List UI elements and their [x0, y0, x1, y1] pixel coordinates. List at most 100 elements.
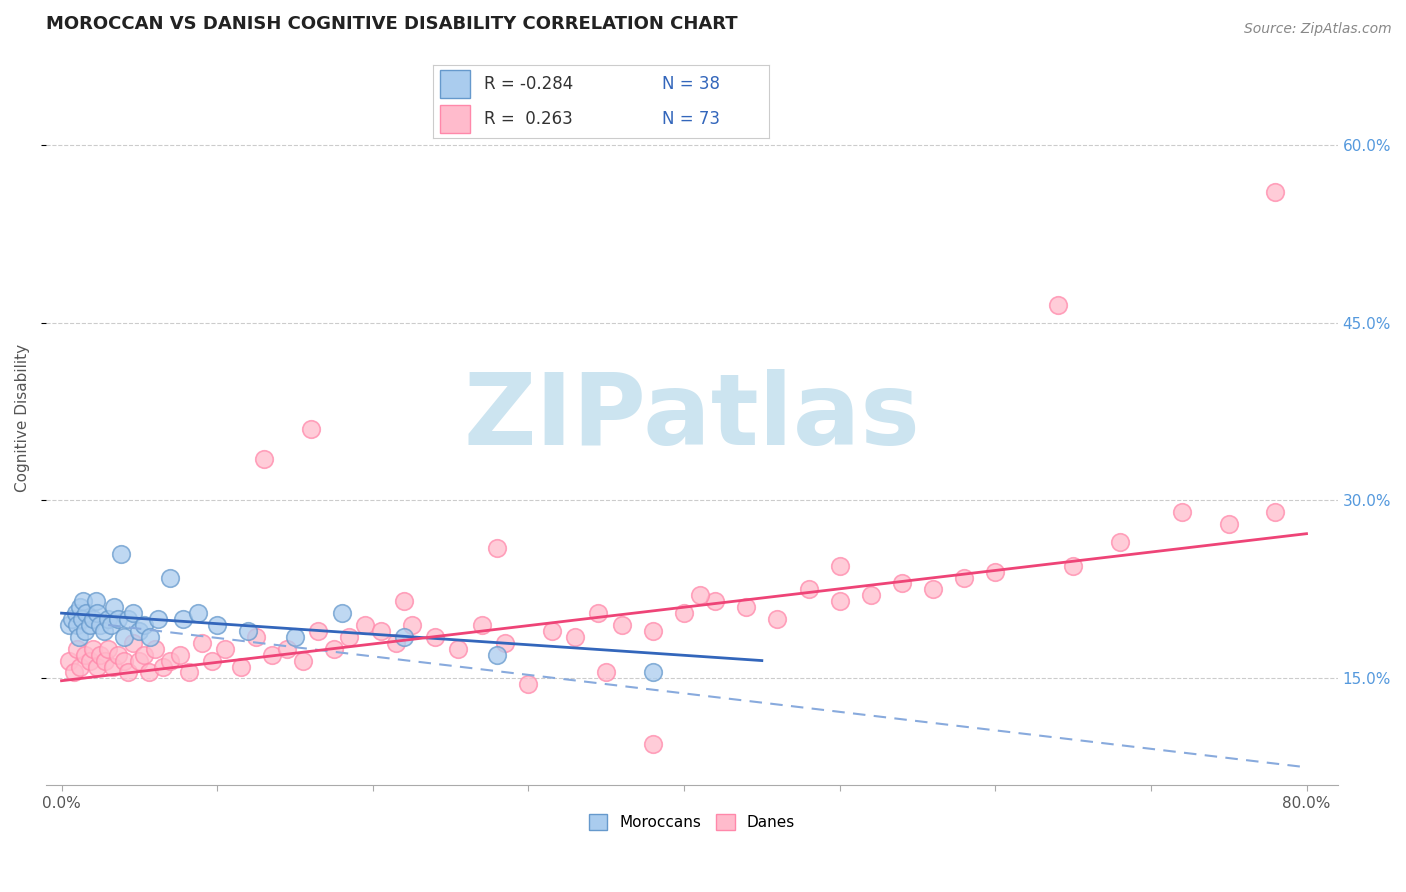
Point: [58, 618, 80, 632]
Point: [890, 576, 912, 591]
Point: [291, 654, 314, 668]
Point: [93, 624, 115, 638]
Point: [72, 594, 94, 608]
Point: [330, 606, 353, 620]
Point: [276, 641, 298, 656]
Point: [94, 654, 117, 668]
Text: ZIPatlas: ZIPatlas: [464, 369, 921, 466]
Point: [766, 612, 789, 626]
Point: [392, 630, 415, 644]
Point: [112, 630, 135, 644]
Point: [75, 606, 97, 620]
Point: [284, 630, 307, 644]
Point: [339, 630, 361, 644]
Point: [735, 600, 758, 615]
Point: [82, 612, 104, 626]
Point: [89, 648, 111, 662]
Point: [588, 606, 610, 620]
Point: [103, 600, 125, 615]
Point: [67, 630, 90, 644]
Point: [107, 612, 129, 626]
Point: [187, 606, 209, 620]
Point: [401, 618, 423, 632]
Point: [253, 452, 276, 467]
Point: [117, 612, 139, 626]
Point: [190, 636, 212, 650]
Point: [673, 606, 696, 620]
Point: [159, 654, 181, 668]
Point: [354, 618, 377, 632]
Point: [79, 654, 101, 668]
Point: [689, 588, 711, 602]
Point: [595, 665, 617, 680]
Point: [641, 624, 664, 638]
Point: [73, 624, 96, 638]
Point: [641, 665, 664, 680]
Point: [1218, 517, 1240, 532]
Text: Source: ZipAtlas.com: Source: ZipAtlas.com: [1244, 22, 1392, 37]
Point: [704, 594, 727, 608]
Point: [1264, 505, 1286, 519]
Point: [423, 630, 446, 644]
Point: [152, 659, 174, 673]
Point: [486, 648, 509, 662]
Point: [122, 606, 145, 620]
Point: [471, 618, 494, 632]
Point: [179, 665, 201, 680]
Point: [86, 659, 108, 673]
Point: [65, 606, 87, 620]
Point: [859, 588, 882, 602]
Point: [66, 618, 89, 632]
Point: [62, 612, 84, 626]
Point: [97, 641, 120, 656]
Point: [610, 618, 633, 632]
Point: [1062, 558, 1084, 573]
Point: [143, 641, 166, 656]
Point: [564, 630, 586, 644]
Point: [486, 541, 509, 555]
Point: [299, 422, 322, 436]
Text: MOROCCAN VS DANISH COGNITIVE DISABILITY CORRELATION CHART: MOROCCAN VS DANISH COGNITIVE DISABILITY …: [46, 15, 738, 33]
Point: [1108, 535, 1130, 549]
Point: [517, 677, 540, 691]
Point: [63, 665, 86, 680]
Point: [117, 665, 139, 680]
Point: [66, 641, 89, 656]
Point: [953, 570, 976, 584]
Point: [1046, 298, 1069, 312]
Point: [70, 612, 93, 626]
Point: [392, 594, 415, 608]
Point: [494, 636, 516, 650]
Point: [84, 594, 107, 608]
Point: [110, 547, 132, 561]
Point: [132, 648, 155, 662]
Point: [73, 648, 96, 662]
Point: [58, 654, 80, 668]
Point: [146, 612, 169, 626]
Point: [229, 659, 252, 673]
Point: [69, 600, 91, 615]
Point: [1171, 505, 1194, 519]
Point: [1264, 185, 1286, 199]
Point: [984, 565, 1007, 579]
Point: [128, 654, 150, 668]
Point: [172, 612, 194, 626]
Point: [82, 641, 104, 656]
Point: [260, 648, 283, 662]
Point: [307, 624, 329, 638]
Legend: Moroccans, Danes: Moroccans, Danes: [582, 808, 801, 837]
Point: [79, 618, 101, 632]
Point: [89, 618, 111, 632]
Point: [139, 630, 162, 644]
Point: [238, 624, 260, 638]
Point: [540, 624, 562, 638]
Point: [385, 636, 408, 650]
Point: [922, 582, 945, 597]
Point: [205, 618, 228, 632]
Point: [86, 606, 108, 620]
Point: [159, 570, 181, 584]
Point: [122, 636, 145, 650]
Point: [132, 618, 155, 632]
Point: [447, 641, 470, 656]
Point: [101, 659, 124, 673]
